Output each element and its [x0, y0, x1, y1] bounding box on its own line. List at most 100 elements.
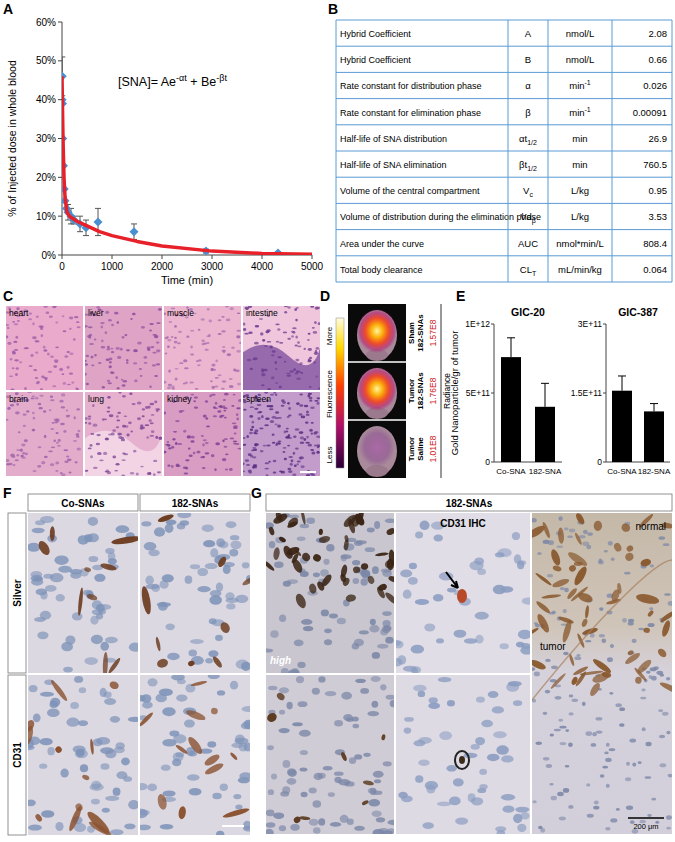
- stain: [635, 658, 653, 676]
- nucleus: [172, 387, 175, 389]
- nucleus: [666, 815, 672, 820]
- nucleus: [600, 774, 605, 777]
- fluorescence: [359, 427, 395, 467]
- nucleus: [72, 612, 83, 620]
- nucleus: [116, 463, 120, 465]
- nucleus: [628, 619, 634, 623]
- table-cell: Rate constant for elimination phase: [340, 108, 481, 118]
- stain: [659, 680, 672, 695]
- nucleus: [100, 642, 109, 651]
- nucleus: [103, 452, 107, 455]
- x-tick: [312, 255, 313, 259]
- image-bg: [243, 306, 320, 390]
- nucleus: [650, 667, 657, 671]
- nucleus: [46, 311, 50, 314]
- boundary: [532, 560, 672, 700]
- nucleus: [202, 443, 204, 446]
- nucleus: [74, 461, 77, 463]
- nucleus: [230, 535, 239, 540]
- table-cell: min: [572, 133, 587, 144]
- nucleus: [313, 572, 320, 577]
- nucleus: [76, 388, 79, 390]
- nucleus: [296, 370, 299, 373]
- nucleus: [243, 821, 250, 830]
- nucleus: [288, 407, 291, 410]
- nucleus: [11, 388, 15, 390]
- nucleus: [142, 415, 145, 417]
- nucleus: [148, 405, 151, 408]
- nucleus: [225, 469, 228, 471]
- nucleus: [78, 720, 88, 726]
- nucleus: [92, 404, 94, 407]
- nucleus: [373, 771, 384, 778]
- table-cell: Hybrid Coefficient: [340, 55, 411, 65]
- nucleus: [162, 707, 176, 716]
- nucleus: [107, 407, 110, 409]
- stain: [345, 594, 356, 603]
- nucleus: [165, 623, 174, 630]
- nucleus: [283, 447, 287, 449]
- nucleus: [599, 607, 603, 611]
- nucleus: [278, 442, 281, 444]
- nucleus: [606, 743, 610, 747]
- nucleus: [33, 713, 41, 722]
- tissue-band: [243, 345, 320, 390]
- nucleus: [207, 741, 216, 747]
- nucleus: [116, 415, 119, 417]
- nucleus: [185, 459, 190, 461]
- nucleus: [146, 436, 149, 438]
- table-rule: [336, 203, 672, 204]
- nucleus: [50, 463, 55, 466]
- nucleus: [47, 352, 50, 355]
- nucleus: [113, 787, 121, 795]
- stain: [566, 587, 578, 600]
- nucleus: [318, 676, 325, 682]
- nucleus: [292, 473, 296, 475]
- nucleus: [306, 474, 310, 476]
- nucleus: [213, 406, 216, 408]
- tissue-label: liver: [88, 308, 104, 318]
- nucleus: [403, 590, 412, 599]
- nucleus: [117, 387, 120, 389]
- nucleus: [371, 701, 378, 708]
- nucleus: [297, 460, 301, 462]
- nucleus: [263, 445, 267, 447]
- nucleus: [439, 731, 452, 740]
- nucleus: [308, 360, 312, 362]
- nucleus: [221, 316, 224, 318]
- nucleus: [275, 368, 277, 370]
- nucleus: [33, 369, 37, 371]
- table-cell: βt1/2: [519, 159, 537, 172]
- nucleus: [587, 532, 593, 536]
- nucleus: [126, 434, 129, 437]
- nucleus: [91, 799, 100, 805]
- nucleus: [354, 826, 365, 831]
- nucleus: [55, 360, 58, 363]
- x-tick-label: 2000: [151, 261, 174, 272]
- nucleus: [586, 783, 590, 786]
- nucleus: [236, 660, 249, 670]
- nucleus: [290, 824, 299, 831]
- stain: [156, 657, 169, 669]
- nucleus: [422, 822, 434, 829]
- nucleus: [279, 470, 282, 472]
- nucleus: [153, 473, 156, 476]
- stain: [28, 718, 36, 733]
- nucleus: [371, 676, 381, 682]
- nucleus: [208, 334, 211, 337]
- nucleus: [188, 649, 197, 656]
- nucleus: [260, 450, 264, 452]
- nucleus: [175, 752, 184, 757]
- nucleus: [585, 640, 591, 642]
- nucleus: [194, 397, 198, 399]
- nucleus: [359, 630, 369, 634]
- nucleus: [238, 777, 250, 783]
- nucleus: [559, 816, 566, 820]
- nucleus: [112, 429, 116, 432]
- stain: [584, 605, 589, 619]
- y-tick: [491, 324, 494, 325]
- nucleus: [85, 355, 89, 357]
- stain: [656, 647, 668, 659]
- table-cell: nmol/L: [566, 28, 595, 39]
- row-header: Silver: [12, 579, 23, 606]
